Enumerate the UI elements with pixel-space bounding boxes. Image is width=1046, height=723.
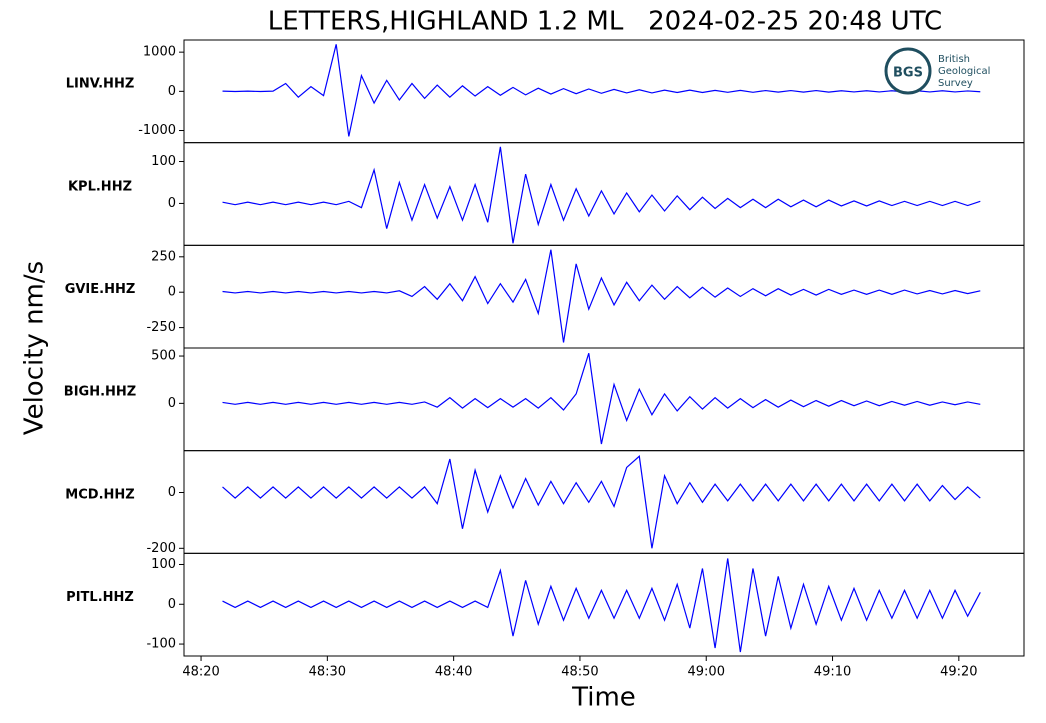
y-tick-label: 100 <box>151 557 176 572</box>
logo-ring <box>884 47 932 95</box>
y-tick-label: 1000 <box>143 45 176 60</box>
station-label: LINV.HHZ <box>66 77 135 92</box>
panel-frame <box>183 142 1025 246</box>
x-tick-label: 48:30 <box>309 665 346 680</box>
panel-frame <box>183 450 1025 554</box>
station-label: MCD.HHZ <box>65 487 134 502</box>
trace <box>222 44 981 137</box>
panel-frame <box>183 347 1025 452</box>
y-tick-label: 250 <box>151 249 176 264</box>
panel-frame <box>183 552 1025 657</box>
y-tick-label: -250 <box>146 320 176 335</box>
trace <box>222 558 981 653</box>
panel-frame <box>183 244 1025 349</box>
logo-text: British <box>938 54 970 65</box>
station-label: KPL.HHZ <box>68 179 132 194</box>
y-tick-label: -200 <box>146 541 176 556</box>
y-tick-label: 500 <box>151 349 176 364</box>
station-label: BIGH.HHZ <box>64 385 136 400</box>
y-tick-label: 0 <box>168 84 176 99</box>
y-tick-label: 100 <box>151 154 176 169</box>
chart-title: LETTERS,HIGHLAND 1.2 ML 2024-02-25 20:48… <box>268 7 942 37</box>
station-label: PITL.HHZ <box>66 590 134 605</box>
y-axis-label: Velocity nm/s <box>20 261 50 435</box>
x-tick-label: 49:20 <box>940 665 977 680</box>
y-tick-label: 0 <box>168 485 176 500</box>
trace <box>222 455 981 549</box>
trace <box>222 146 981 244</box>
logo: BGS British Geological Survey <box>884 47 990 95</box>
y-tick-label: 0 <box>168 597 176 612</box>
x-tick-label: 48:20 <box>182 665 219 680</box>
x-tick-label: 48:50 <box>561 665 598 680</box>
y-tick-label: 0 <box>168 396 176 411</box>
x-tick-label: 49:00 <box>688 665 725 680</box>
y-tick-label: -100 <box>146 637 176 652</box>
logo-text: Geological <box>938 66 990 77</box>
trace <box>222 249 981 343</box>
trace <box>222 353 981 445</box>
y-tick-label: 0 <box>168 196 176 211</box>
x-axis-label: Time <box>571 683 636 713</box>
x-tick-label: 48:40 <box>435 665 472 680</box>
logo-text: Survey <box>938 78 973 89</box>
y-tick-label: 0 <box>168 285 176 300</box>
logo-abbr: BGS <box>893 66 923 81</box>
y-tick-label: -1000 <box>138 123 176 138</box>
station-label: GVIE.HHZ <box>65 282 136 297</box>
x-tick-label: 49:10 <box>814 665 851 680</box>
